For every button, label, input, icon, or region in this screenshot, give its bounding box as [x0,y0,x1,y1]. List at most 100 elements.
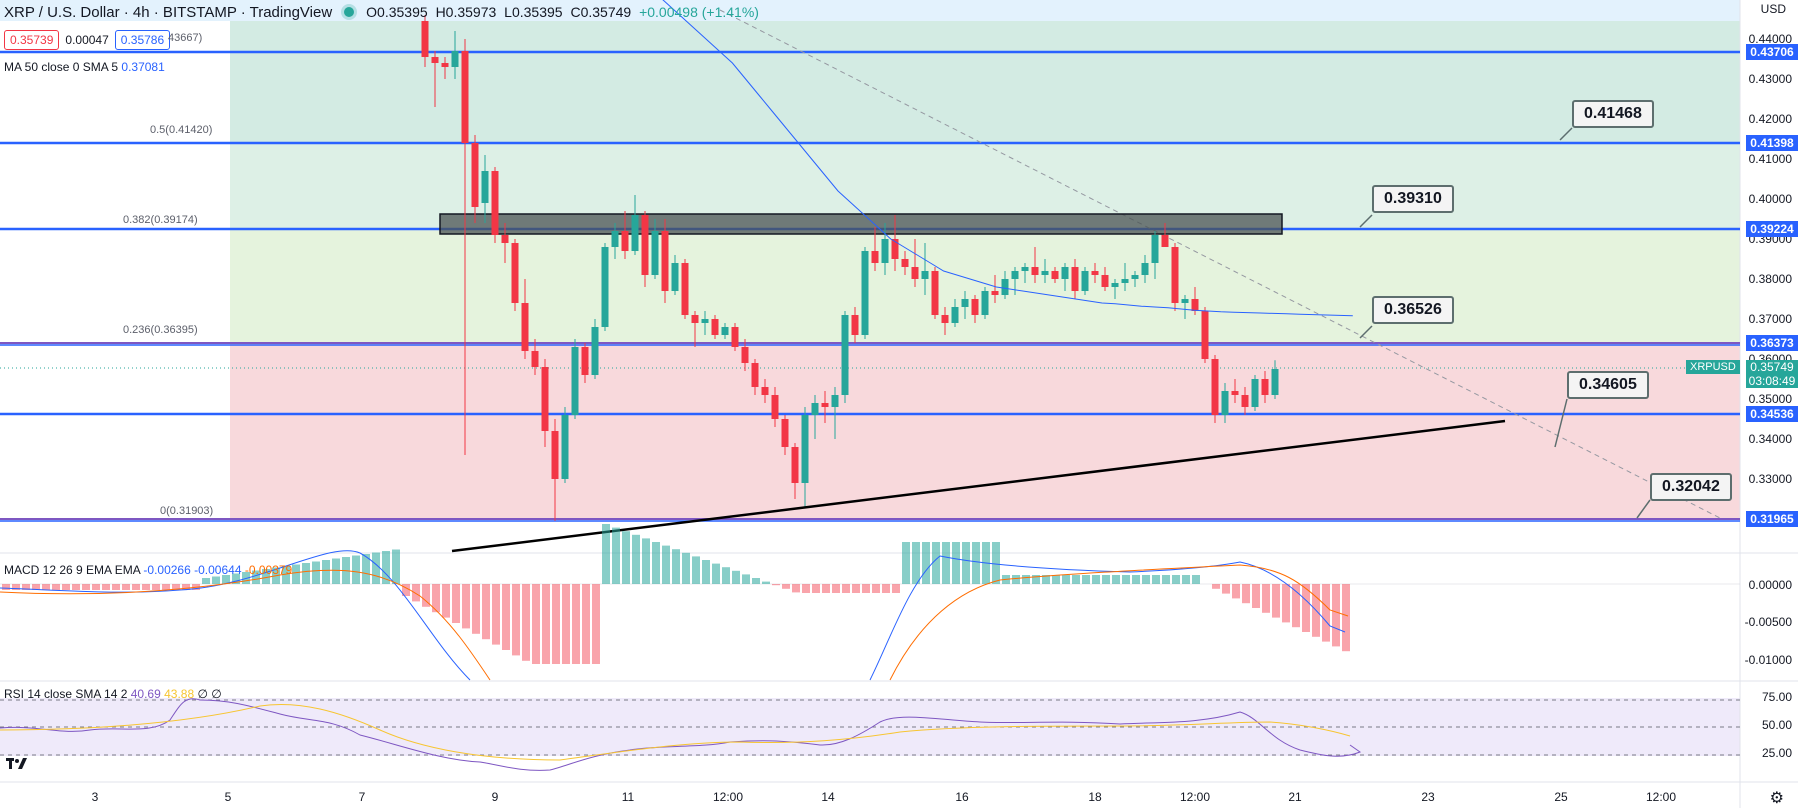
rsi-indicator-label[interactable]: RSI 14 close SMA 14 2 40.69 43.88 ∅ ∅ [4,687,222,701]
macd-histogram-bar [1322,584,1330,642]
macd-histogram-bar [592,584,600,664]
candle-body [1001,279,1009,295]
callout-0.39310[interactable]: 0.39310 [1372,185,1454,213]
macd-histogram-bar [1242,584,1250,604]
candle-body [771,395,779,419]
macd-histogram-bar [1042,575,1050,584]
macd-histogram-bar [602,524,610,584]
callout-connector [1359,214,1373,228]
candle-body [991,291,999,295]
candle-body [1241,395,1249,407]
candle-body [871,251,879,263]
open-value: O0.35395 [366,4,428,20]
callout-0.34605[interactable]: 0.34605 [1567,371,1649,399]
candle-body [1191,299,1199,311]
macd-histogram-bar [1232,584,1240,599]
candle-body [661,231,669,291]
candle-body [491,171,499,235]
time-axis-tick: 7 [358,790,366,804]
last-price-label: 0.35749 03:08:49 [1746,360,1798,388]
candle-body [1131,275,1139,279]
macd-histogram-bar [442,584,450,618]
candle-body [951,307,959,323]
macd-histogram-bar [1192,575,1200,584]
callout-connector [1636,499,1651,519]
candle-body [611,231,619,247]
macd-histogram-bar [322,560,330,584]
candle-body [941,315,949,323]
rsi-value-1: 40.69 [130,687,161,701]
currency-label[interactable]: USD [1760,2,1786,16]
macd-histogram-bar [582,584,590,664]
candle-body [881,239,889,263]
macd-histogram-bar [572,584,580,664]
candle-body [811,403,819,415]
ma-indicator-label[interactable]: MA 50 close 0 SMA 5 0.37081 [4,60,165,74]
fib-label-0: 0(0.31903) [160,505,214,517]
macd-indicator-label[interactable]: MACD 12 26 9 EMA EMA -0.00266 -0.00644 -… [4,563,292,577]
callout-0.41468[interactable]: 0.41468 [1572,100,1654,128]
macd-histogram-bar [292,564,300,584]
macd-histogram-bar [112,584,120,590]
macd-histogram-bar [282,566,290,584]
macd-histogram-bar [72,584,80,590]
candle-body [691,315,699,323]
candle-body [1051,271,1059,279]
rsi-signal-line [0,703,1351,761]
macd-histogram-bar [32,584,40,590]
level-price-label: 0.31965 [1746,511,1798,527]
time-axis-tick: 3 [91,790,99,804]
macd-histogram-bar [462,584,470,629]
macd-histogram-bar [2,584,10,590]
macd-histogram-bar [752,578,760,584]
macd-histogram-bar [82,584,90,590]
candle-body [431,57,439,63]
price-axis-tick: 0.44000 [1748,32,1792,46]
time-axis-tick: 16 [955,790,969,804]
macd-histogram-bar [432,584,440,613]
candle-body [591,327,599,375]
candle-body [521,303,529,351]
callout-0.32042[interactable]: 0.32042 [1650,473,1732,501]
callout-connector [1359,325,1373,339]
candle-body [461,51,469,143]
macd-histogram-bar [892,584,900,593]
candle-body [961,299,969,307]
dashed-trendline [719,9,1721,519]
macd-histogram-bar [232,573,240,584]
macd-histogram-bar [382,551,390,584]
macd-histogram-bar [762,581,770,584]
macd-histogram-bar [1272,584,1280,618]
macd-histogram-bar [62,584,70,590]
time-axis-tick: 9 [491,790,499,804]
candle-body [501,235,509,243]
candle-body [641,215,649,275]
market-open-icon [344,7,355,17]
candle-body [781,419,789,447]
buy-button[interactable]: 0.35786 [114,30,171,50]
settings-gear-icon[interactable]: ⚙ [1769,790,1784,807]
sell-button[interactable]: 0.35739 [4,30,60,50]
macd-histogram-bar [122,584,130,590]
candle-body [751,363,759,387]
level-price-label: 0.41398 [1746,135,1798,151]
macd-histogram-bar [1122,575,1130,584]
ma50-line [662,0,1353,317]
macd-histogram-bar [832,584,840,593]
rsi-line [0,698,1362,771]
candles-group [421,15,1279,521]
macd-histogram-bar [12,584,20,590]
time-axis-tick: 23 [1421,790,1435,804]
macd-histogram-bar [302,563,310,584]
symbol-title[interactable]: XRP / U.S. Dollar · 4h · BITSTAMP · Trad… [4,3,333,21]
candle-body [671,263,679,291]
macd-histogram-bar [612,527,620,584]
candle-body [1221,391,1229,415]
callout-0.36526[interactable]: 0.36526 [1372,296,1454,324]
macd-histogram-bar [1052,575,1060,584]
candle-body [931,271,939,315]
tradingview-logo-icon[interactable] [6,756,28,772]
candle-body [481,171,489,203]
macd-histogram-bar [202,578,210,584]
